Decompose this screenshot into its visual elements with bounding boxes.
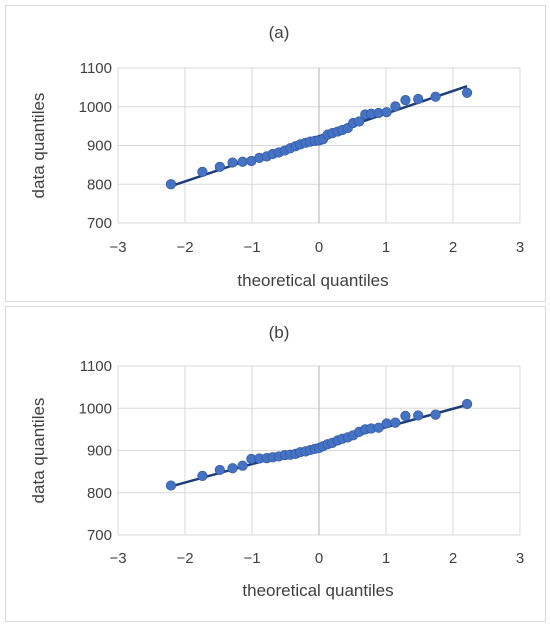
- chart-title: (a): [269, 23, 290, 42]
- x-tick-label: −2: [176, 239, 193, 256]
- data-point: [214, 464, 225, 476]
- x-tick-label: −1: [243, 550, 260, 567]
- data-point: [237, 156, 248, 167]
- data-point: [227, 157, 238, 168]
- x-tick-label: −3: [109, 239, 126, 256]
- y-tick-label: 700: [87, 527, 112, 544]
- data-point: [373, 422, 384, 433]
- y-tick-label: 700: [87, 215, 112, 232]
- data-point: [400, 410, 411, 421]
- x-tick-label: 0: [315, 239, 323, 256]
- y-tick-label: 800: [87, 485, 112, 502]
- data-point: [381, 418, 392, 429]
- x-tick-label: 3: [516, 239, 524, 256]
- x-tick-label: 3: [516, 550, 524, 567]
- data-point: [390, 101, 401, 112]
- data-point: [413, 410, 424, 421]
- y-axis-label: data quantiles: [29, 93, 48, 199]
- y-tick-label: 1100: [80, 60, 112, 77]
- data-point: [354, 116, 365, 127]
- data-point: [461, 398, 473, 410]
- x-tick-label: −3: [109, 550, 126, 567]
- chart-title: (b): [269, 323, 290, 342]
- data-point: [430, 409, 441, 420]
- y-axis-label: data quantiles: [29, 398, 48, 504]
- data-point: [214, 161, 225, 172]
- data-point: [390, 417, 401, 428]
- x-tick-label: 2: [449, 550, 457, 567]
- data-point: [413, 93, 424, 105]
- x-tick-label: 0: [315, 550, 323, 567]
- data-point: [197, 470, 208, 481]
- data-point: [461, 87, 473, 98]
- x-axis-label: theoretical quantiles: [237, 271, 388, 290]
- x-tick-label: −2: [176, 550, 193, 567]
- y-tick-label: 800: [87, 176, 112, 193]
- data-point: [165, 480, 177, 491]
- x-axis-label: theoretical quantiles: [242, 581, 393, 600]
- qq-plot-a: (a) 700 800 900 1000 1100 −3 −2 −1 0 1 2 3 theoretica…: [29, 23, 524, 290]
- data-point: [400, 95, 411, 106]
- chart-panel-a: (a) 700 800 900 1000 1100 −3 −2 −1 0 1 2 3 theoretica…: [5, 5, 546, 302]
- x-tick-label: 2: [449, 239, 457, 256]
- y-tick-label: 1000: [79, 99, 112, 116]
- y-tick-label: 900: [87, 138, 112, 155]
- data-point: [227, 463, 238, 474]
- y-tick-label: 900: [87, 443, 112, 460]
- y-tick-label: 1100: [80, 358, 112, 375]
- x-tick-label: −1: [243, 239, 260, 256]
- data-point: [430, 91, 441, 102]
- data-point: [165, 179, 177, 190]
- x-tick-label: 1: [382, 239, 390, 256]
- chart-panel-b: (b) 700 800 900 1000 1100 −3 −2 −1 0 1 2 3 theoretica…: [5, 306, 546, 622]
- data-point: [381, 107, 392, 118]
- data-point: [197, 166, 208, 177]
- y-tick-label: 1000: [79, 400, 112, 417]
- x-tick-label: 1: [382, 550, 390, 567]
- qq-plot-b: (b) 700 800 900 1000 1100 −3 −2 −1 0 1 2 3 theoretica…: [29, 323, 524, 600]
- data-point: [237, 460, 248, 471]
